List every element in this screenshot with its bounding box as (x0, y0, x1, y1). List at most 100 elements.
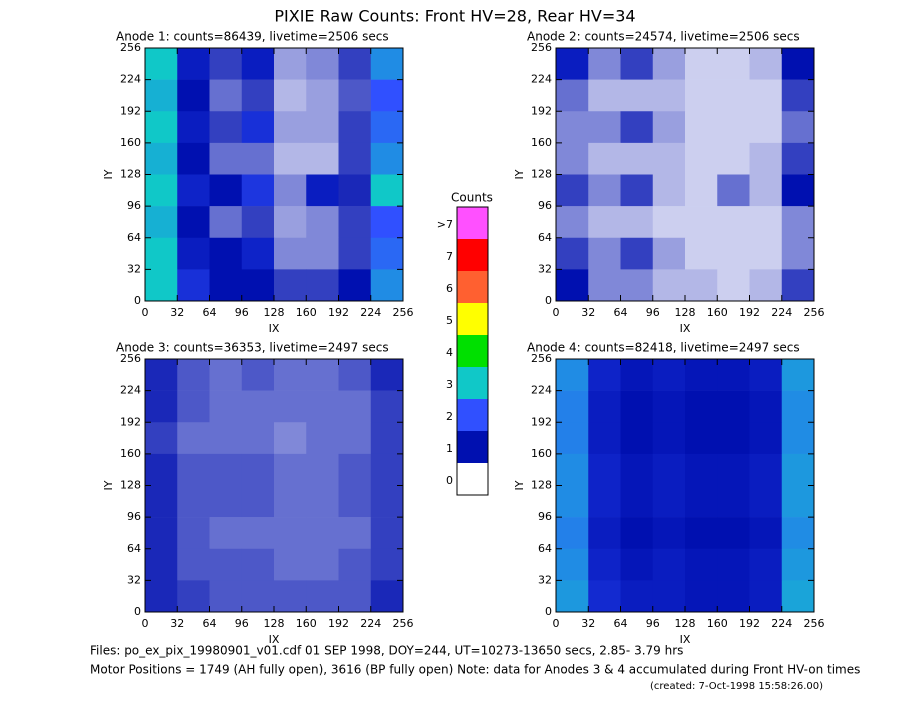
colorbar-swatch (457, 335, 488, 367)
x-tick-label: 96 (235, 617, 249, 630)
colorbar-label: 3 (446, 378, 453, 391)
heatmap-cell (274, 390, 307, 423)
heatmap-cell (370, 111, 404, 144)
heatmap-cell (781, 422, 815, 455)
y-tick-label: 96 (127, 199, 141, 212)
heatmap-cell (685, 422, 718, 455)
colorbar-title: Counts (451, 191, 493, 205)
heatmap-cell (717, 485, 750, 518)
heatmap-cell (717, 422, 750, 455)
heatmap-cell (338, 548, 372, 581)
heatmap-cell (370, 48, 404, 80)
heatmap-cell (685, 237, 718, 270)
y-tick-label: 32 (538, 262, 552, 275)
colorbar-swatch (457, 399, 488, 431)
heatmap-cell (620, 111, 654, 144)
heatmap-cell (588, 237, 621, 270)
heatmap-cell (717, 174, 750, 207)
heatmap-cell (652, 48, 686, 80)
heatmap-cell (620, 485, 654, 518)
heatmap-cell (588, 485, 621, 518)
heatmap-cell (338, 453, 372, 486)
heatmap-cell (274, 422, 307, 455)
heatmap-cell (338, 359, 372, 391)
heatmap-cell (685, 269, 718, 302)
y-tick-label: 192 (531, 415, 552, 428)
heatmap-cell (781, 485, 815, 518)
x-tick-label: 256 (393, 617, 414, 630)
heatmap-cell (306, 517, 339, 550)
heatmap-cell (749, 206, 783, 239)
heatmap-cell (620, 237, 654, 270)
colorbar-swatch (457, 271, 488, 303)
heatmap-cell (241, 580, 275, 613)
y-tick-label: 160 (120, 447, 141, 460)
heatmap-cell (338, 269, 372, 302)
heatmap-cell (177, 390, 210, 423)
heatmap-cell (338, 237, 372, 270)
heatmap-cell (749, 453, 783, 486)
heatmap-cell (241, 517, 275, 550)
heatmap-cell (338, 174, 372, 207)
heatmap-cell (556, 174, 589, 207)
heatmap-cell (274, 485, 307, 518)
heatmap-cell (145, 269, 178, 302)
footer-files: Files: po_ex_pix_19980901_v01.cdf 01 SEP… (90, 644, 683, 658)
heatmap-cell (274, 142, 307, 175)
heatmap-cell (749, 359, 783, 391)
x-tick-label: 256 (393, 306, 414, 319)
heatmap-cell (685, 548, 718, 581)
heatmap-cell (749, 111, 783, 144)
heatmap-cell (145, 517, 178, 550)
colorbar-swatch (457, 303, 488, 335)
heatmap-cell (177, 548, 210, 581)
heatmap-cell (306, 453, 339, 486)
heatmap-cell (306, 174, 339, 207)
y-axis-label: IY (513, 480, 526, 490)
heatmap-cell (145, 390, 178, 423)
heatmap-cell (306, 548, 339, 581)
heatmap-cell (145, 548, 178, 581)
heatmap-cell (717, 269, 750, 302)
y-tick-label: 192 (120, 415, 141, 428)
heatmap-cell (241, 174, 275, 207)
heatmap-cell (556, 453, 589, 486)
colorbar-swatch (457, 431, 488, 463)
heatmap-cell (588, 390, 621, 423)
x-tick-label: 0 (142, 617, 149, 630)
panel-title: Anode 2: counts=24574, livetime=2506 sec… (527, 30, 800, 44)
heatmap-cell (209, 79, 243, 112)
heatmap-cell (652, 79, 686, 112)
page-title: PIXIE Raw Counts: Front HV=28, Rear HV=3… (274, 7, 635, 26)
heatmap-cell (306, 237, 339, 270)
y-tick-label: 160 (531, 136, 552, 149)
y-axis-label: IY (513, 169, 526, 179)
heatmap-cell (209, 206, 243, 239)
x-tick-label: 256 (804, 617, 825, 630)
heatmap-cell (209, 48, 243, 80)
heatmap-cell (588, 142, 621, 175)
y-tick-label: 32 (127, 262, 141, 275)
y-tick-label: 0 (134, 294, 141, 307)
x-axis-label: IX (680, 322, 691, 335)
heatmap-cell (145, 142, 178, 175)
heatmap-cell (588, 79, 621, 112)
heatmap-cell (620, 79, 654, 112)
heatmap-cell (781, 453, 815, 486)
heatmap-cell (241, 48, 275, 80)
heatmap-cell (177, 206, 210, 239)
y-tick-label: 96 (538, 199, 552, 212)
y-tick-label: 160 (531, 447, 552, 460)
y-tick-label: 192 (120, 104, 141, 117)
x-tick-label: 96 (235, 306, 249, 319)
heatmap-cell (241, 79, 275, 112)
heatmap-cell (338, 206, 372, 239)
heatmap-cell (749, 142, 783, 175)
heatmap-cell (370, 359, 404, 391)
heatmap-cell (749, 390, 783, 423)
heatmap-cell (717, 359, 750, 391)
colorbar-swatch (457, 239, 488, 271)
heatmap-cell (652, 517, 686, 550)
y-tick-label: 96 (538, 510, 552, 523)
